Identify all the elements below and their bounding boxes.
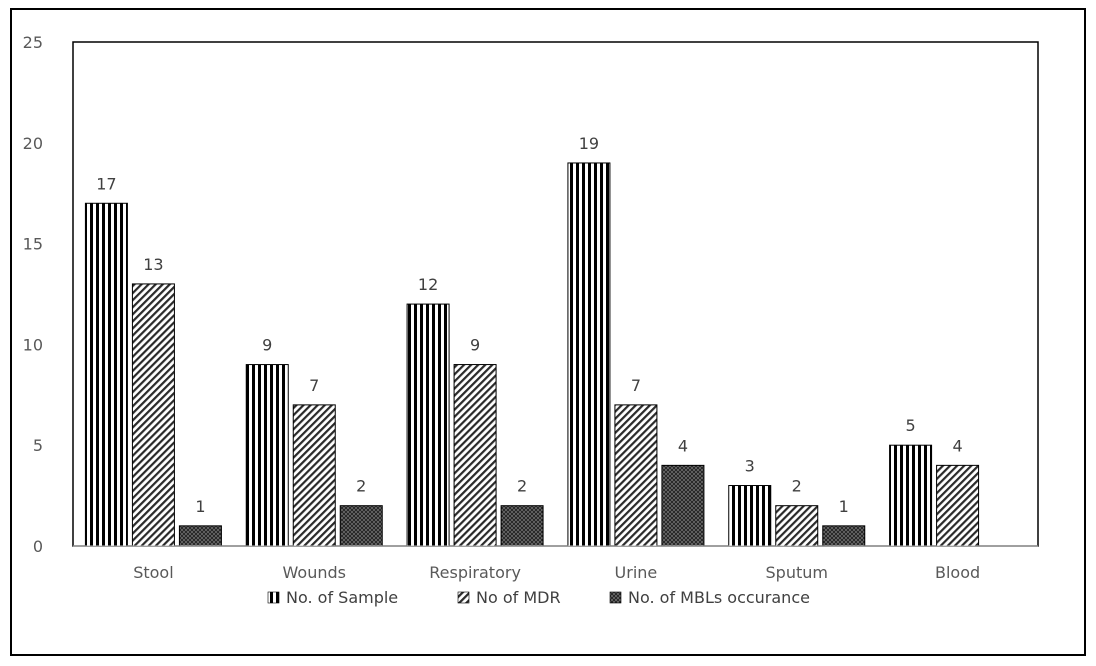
data-label: 7 bbox=[309, 376, 319, 395]
bar-wounds-series-2 bbox=[292, 404, 336, 547]
y-tick-label: 15 bbox=[23, 235, 43, 254]
bar-urine-series-2 bbox=[614, 404, 658, 547]
plot-area: 051015202517131Stool972Wounds1292Respira… bbox=[23, 33, 1039, 582]
y-tick-label: 0 bbox=[33, 537, 43, 556]
data-label: 4 bbox=[952, 436, 962, 455]
data-label: 13 bbox=[143, 255, 163, 274]
data-label: 4 bbox=[678, 436, 688, 455]
data-label: 12 bbox=[418, 275, 438, 294]
bar-blood-series-2 bbox=[936, 464, 980, 547]
bar-stool-series-1 bbox=[84, 202, 128, 547]
legend-swatch-3 bbox=[609, 591, 622, 604]
bar-sputum-series-1 bbox=[728, 485, 772, 547]
data-label: 17 bbox=[96, 174, 116, 193]
x-tick-label: Wounds bbox=[283, 563, 346, 582]
data-label: 9 bbox=[470, 336, 480, 355]
bar-respiratory-series-3 bbox=[500, 505, 544, 547]
x-tick-label: Respiratory bbox=[429, 563, 521, 582]
legend-entry: No. of MBLs occurance bbox=[628, 588, 810, 607]
x-tick-label: Blood bbox=[935, 563, 980, 582]
legend-entry: No of MDR bbox=[476, 588, 561, 607]
data-label: 1 bbox=[195, 497, 205, 516]
data-label: 9 bbox=[262, 336, 272, 355]
bar-sputum-series-2 bbox=[775, 505, 819, 547]
bar-sputum-series-3 bbox=[822, 525, 866, 547]
y-tick-label: 10 bbox=[23, 335, 43, 354]
bar-stool-series-2 bbox=[131, 283, 175, 547]
data-label: 3 bbox=[745, 457, 755, 476]
data-label: 2 bbox=[356, 477, 366, 496]
y-tick-label: 20 bbox=[23, 134, 43, 153]
bar-wounds-series-3 bbox=[339, 505, 383, 547]
bar-stool-series-3 bbox=[178, 525, 222, 547]
legend-entry: No. of Sample bbox=[286, 588, 398, 607]
bar-blood-series-1 bbox=[889, 444, 933, 547]
data-label: 19 bbox=[579, 134, 599, 153]
chart-frame bbox=[10, 8, 1086, 656]
bar-respiratory-series-2 bbox=[453, 364, 497, 547]
data-label: 5 bbox=[905, 416, 915, 435]
legend-swatch-1 bbox=[267, 591, 280, 604]
legend-swatch-2 bbox=[457, 591, 470, 604]
data-label: 2 bbox=[792, 477, 802, 496]
x-tick-label: Sputum bbox=[766, 563, 828, 582]
bar-respiratory-series-1 bbox=[406, 303, 450, 547]
x-tick-label: Stool bbox=[133, 563, 173, 582]
y-tick-label: 25 bbox=[23, 33, 43, 52]
data-label: 2 bbox=[517, 477, 527, 496]
bar-urine-series-1 bbox=[567, 162, 611, 547]
data-label: 1 bbox=[839, 497, 849, 516]
bar-urine-series-3 bbox=[661, 464, 705, 547]
data-label: 7 bbox=[631, 376, 641, 395]
y-tick-label: 5 bbox=[33, 436, 43, 455]
legend: No. of Sample No of MDR No. of MBLs occura… bbox=[267, 588, 810, 607]
bar-wounds-series-1 bbox=[245, 364, 289, 547]
x-tick-label: Urine bbox=[615, 563, 658, 582]
